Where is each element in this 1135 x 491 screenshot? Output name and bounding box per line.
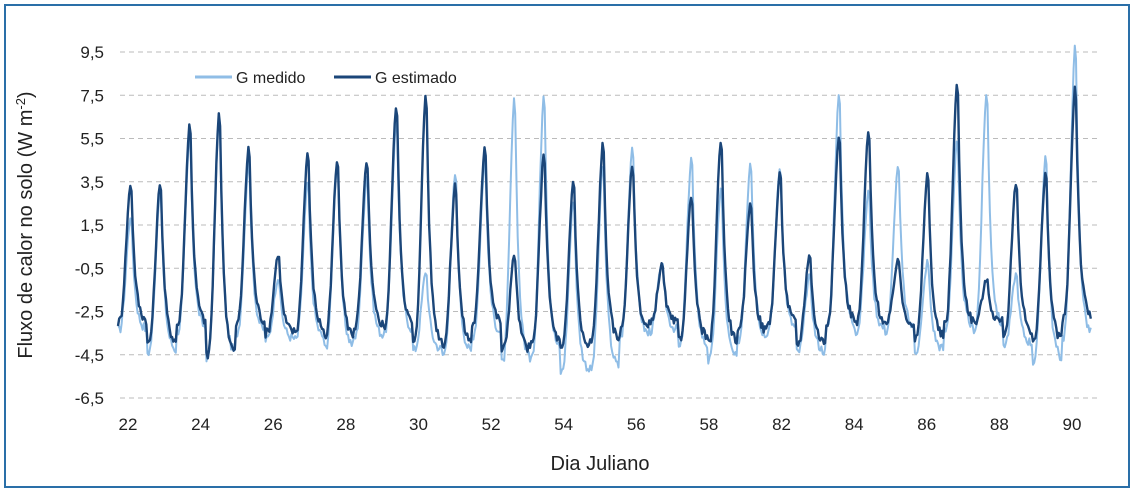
x-tick-label: 82: [772, 415, 791, 434]
x-tick-label: 86: [917, 415, 936, 434]
chart-frame: [4, 4, 1130, 488]
y-tick-label: 1,5: [80, 216, 104, 235]
y-tick-label: -2,5: [75, 303, 104, 322]
y-axis-title: Fluxo de calor no solo (W m-2): [13, 91, 37, 358]
y-axis-title-main: Fluxo de calor no solo (W m: [15, 110, 37, 359]
y-tick-label: 3,5: [80, 173, 104, 192]
y-tick-label: 5,5: [80, 130, 104, 149]
x-tick-label: 90: [1063, 415, 1082, 434]
y-tick-label: 9,5: [80, 43, 104, 62]
y-axis-ticks: 9,5 7,5 5,5 3,5 1,5 -0,5 -2,5 -4,5 -6,5: [75, 43, 104, 408]
x-tick-label: 28: [336, 415, 355, 434]
y-axis-title-close: ): [15, 91, 37, 98]
y-tick-label: -0,5: [75, 259, 104, 278]
x-tick-label: 88: [990, 415, 1009, 434]
x-tick-label: 84: [845, 415, 864, 434]
y-tick-label: 7,5: [80, 86, 104, 105]
y-tick-label: -4,5: [75, 346, 104, 365]
x-tick-label: 56: [627, 415, 646, 434]
x-tick-label: 24: [191, 415, 210, 434]
y-axis-title-sup: -2: [13, 98, 28, 110]
legend-label-measured: G medido: [236, 70, 305, 87]
x-tick-label: 52: [482, 415, 501, 434]
x-tick-label: 26: [264, 415, 283, 434]
y-tick-label: -6,5: [75, 389, 104, 408]
x-tick-label: 22: [119, 415, 138, 434]
series-line-g-estimado: [116, 83, 1092, 360]
legend-label-estimated: G estimado: [375, 70, 457, 87]
x-tick-label: 30: [409, 415, 428, 434]
legend: G medido G estimado: [195, 70, 457, 87]
series-lines: [116, 44, 1092, 375]
x-axis-title: Dia Juliano: [551, 453, 650, 475]
x-tick-label: 58: [699, 415, 718, 434]
x-tick-label: 54: [554, 415, 573, 434]
x-axis-ticks: 22 24 26 28 30 52 54 56 58 82 84 86 88 90: [119, 415, 1082, 434]
